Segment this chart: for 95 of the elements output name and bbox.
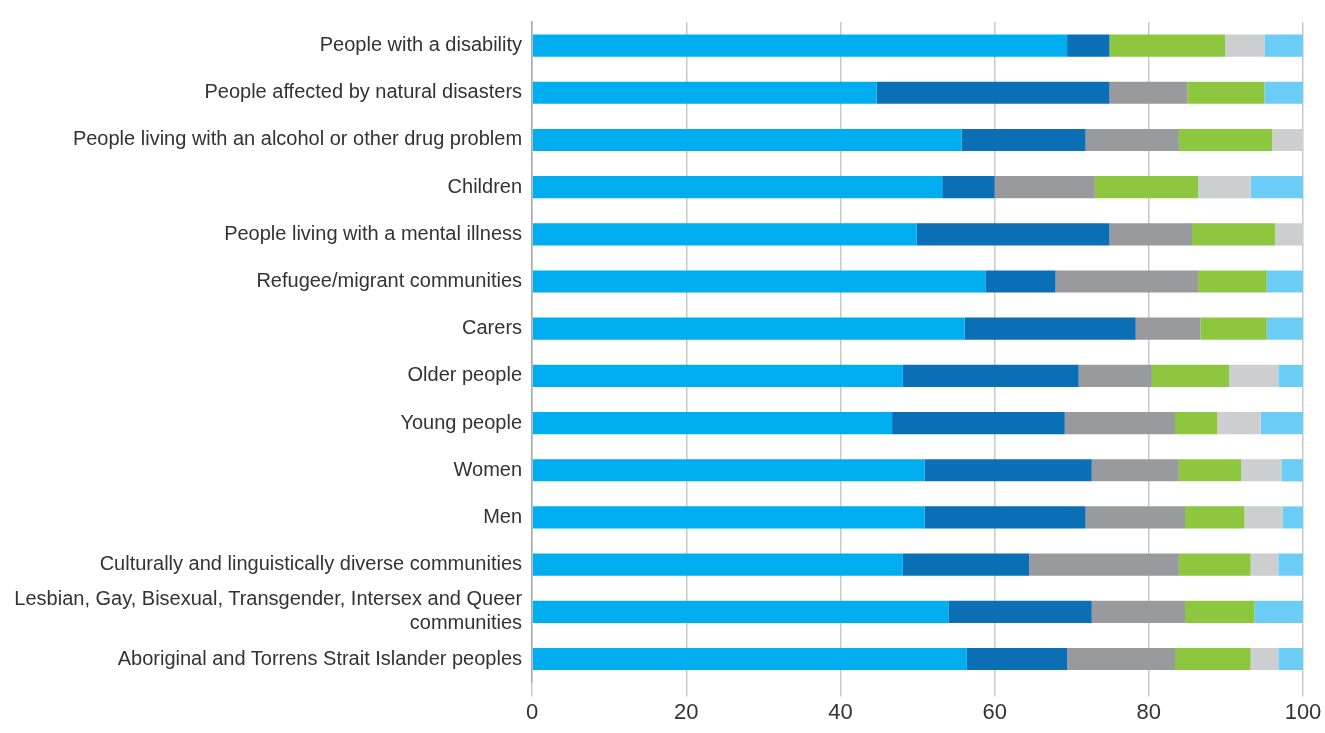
bar [1175, 647, 1251, 671]
bar [876, 81, 1110, 104]
y-tick-label: Lesbian, Gay, Bisexual, Transgender, Intersex and Queer communities [14, 587, 523, 634]
bar [1185, 600, 1255, 623]
bar [1178, 553, 1251, 576]
y-tick-label: People living with a mental illness [224, 221, 523, 244]
x-tick-label: 0 [525, 698, 539, 724]
bar [532, 81, 877, 104]
bar [532, 270, 986, 293]
x-tick-label: 20 [674, 698, 699, 724]
bar [1067, 647, 1176, 671]
bar [964, 317, 1136, 340]
bar [532, 34, 1068, 57]
bar [994, 176, 1095, 199]
bar [1281, 459, 1303, 482]
bar [1064, 411, 1176, 435]
bar [532, 459, 925, 482]
y-tick-label: Aboriginal and Torrens Strait Islander peoples [117, 646, 523, 669]
bar [1198, 176, 1251, 199]
bar [1055, 270, 1199, 293]
y-tick-label: Women [453, 457, 523, 480]
bar [948, 600, 1092, 623]
bar [1109, 81, 1188, 104]
bar [532, 223, 917, 246]
bar [1217, 411, 1261, 435]
bar [924, 506, 1086, 529]
bar [1187, 81, 1265, 104]
bar [532, 364, 903, 387]
bar [1135, 317, 1201, 340]
bar [1085, 128, 1179, 152]
bar [1228, 364, 1279, 387]
bar [1091, 459, 1179, 482]
y-tick-label: Men [483, 504, 523, 527]
bar [532, 411, 893, 435]
bar [1278, 553, 1303, 576]
bar [1109, 223, 1192, 246]
bar [1278, 647, 1303, 671]
bar [1241, 459, 1282, 482]
bar [924, 459, 1092, 482]
bar [1151, 364, 1229, 387]
bar [902, 553, 1030, 576]
bar [1175, 411, 1218, 435]
bar [916, 223, 1110, 246]
bar [532, 128, 962, 152]
bar [1250, 553, 1279, 576]
bar [942, 176, 995, 199]
bar [1198, 270, 1267, 293]
bar [1094, 176, 1199, 199]
bar [532, 647, 967, 671]
bar [1109, 34, 1226, 57]
bar [1260, 411, 1303, 435]
bar [532, 506, 925, 529]
bar [1085, 506, 1186, 529]
bar [1225, 34, 1265, 57]
bar [961, 128, 1086, 152]
bar [532, 317, 965, 340]
bar [1254, 600, 1303, 623]
bar [1178, 459, 1242, 482]
bar [1250, 647, 1279, 671]
bar [1264, 34, 1303, 57]
bar [532, 600, 949, 623]
bar [1029, 553, 1179, 576]
bar [1091, 600, 1186, 623]
bar [1266, 270, 1303, 293]
y-tick-label: Young people [400, 410, 523, 433]
bar [1250, 176, 1303, 199]
bar [532, 176, 943, 199]
bar [1078, 364, 1152, 387]
bar [1264, 81, 1303, 104]
bar [1178, 128, 1273, 152]
bar [1278, 364, 1303, 387]
bar [892, 411, 1065, 435]
bar [985, 270, 1056, 293]
y-tick-label: Carers [462, 316, 523, 339]
bar [1200, 317, 1267, 340]
bar [1282, 506, 1303, 529]
y-tick-label: People affected by natural disasters [204, 80, 523, 103]
y-tick-label: People with a disability [319, 33, 523, 56]
bar [1185, 506, 1245, 529]
bar [1191, 223, 1276, 246]
x-tick-label: 40 [828, 698, 853, 724]
bar [1067, 34, 1110, 57]
bar [966, 647, 1068, 671]
bar [902, 364, 1079, 387]
y-tick-label: Older people [407, 363, 523, 386]
y-tick-label: Culturally and linguistically diverse communities [99, 552, 523, 575]
x-tick-label: 100 [1284, 698, 1322, 724]
y-tick-label: People living with an alcohol or other drug problem [72, 127, 523, 150]
y-tick-label: Refugee/migrant communities [256, 269, 523, 292]
x-tick-label: 60 [982, 698, 1007, 724]
bar [1266, 317, 1303, 340]
bar [532, 553, 903, 576]
x-tick-label: 80 [1136, 698, 1162, 724]
y-tick-label: Children [447, 174, 523, 197]
bar [1244, 506, 1283, 529]
